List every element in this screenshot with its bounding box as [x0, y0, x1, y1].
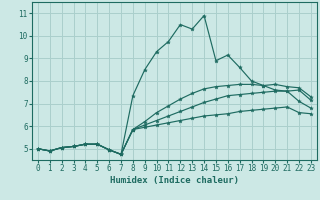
- X-axis label: Humidex (Indice chaleur): Humidex (Indice chaleur): [110, 176, 239, 185]
